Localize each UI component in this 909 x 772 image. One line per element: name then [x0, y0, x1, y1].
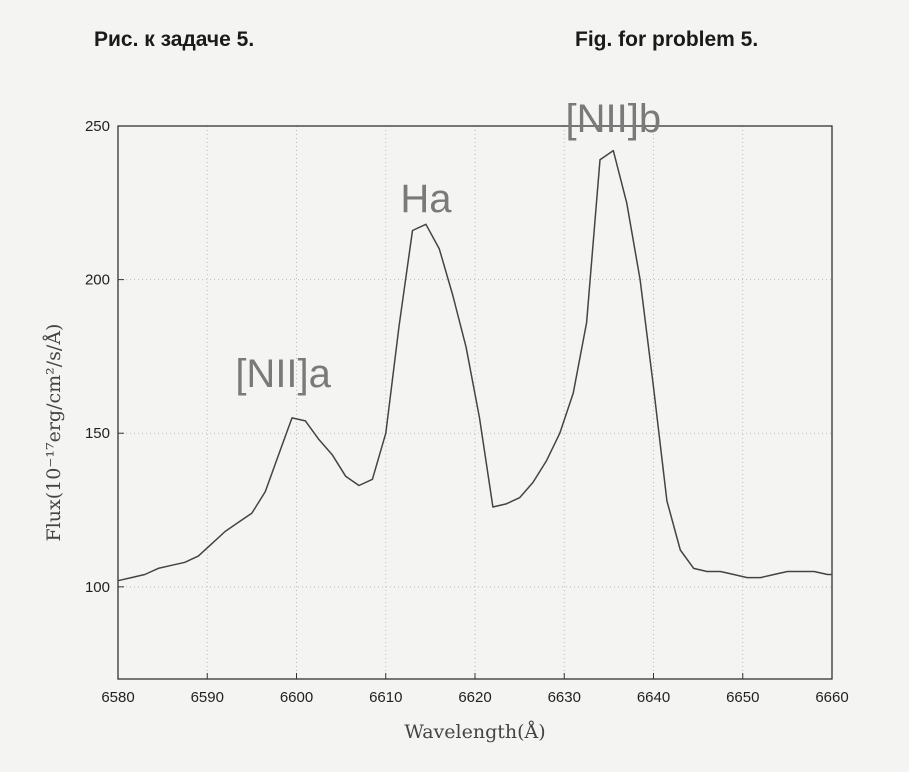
- y-tick-label: 200: [85, 272, 110, 289]
- x-tick-label: 6620: [458, 689, 491, 706]
- x-axis-title: Wavelength(Å): [404, 721, 545, 743]
- x-tick-labels: 6580 6590 6600 6610 6620 6630 6640 6650 6660: [101, 689, 848, 706]
- peak-label: Ha: [400, 177, 452, 221]
- x-tick-label: 6640: [637, 689, 670, 706]
- x-tick-label: 6580: [101, 689, 134, 706]
- peak-labels: [NII]a Ha [NII]b: [235, 97, 661, 396]
- y-axis-title: Flux(10⁻¹⁷erg/cm²/s/Å): [43, 324, 65, 542]
- y-tick-label: 100: [85, 579, 110, 596]
- peak-label: [NII]b: [566, 97, 662, 141]
- x-tick-label: 6600: [280, 689, 313, 706]
- y-tick-label: 250: [85, 118, 110, 135]
- caption-russian: Рис. к задаче 5.: [94, 28, 255, 51]
- flux-line: [117, 149, 832, 582]
- x-tick-label: 6610: [369, 689, 402, 706]
- x-tick-label: 6590: [191, 689, 224, 706]
- x-tick-label: 6650: [726, 689, 759, 706]
- y-tick-label: 150: [85, 425, 110, 442]
- x-tick-label: 6660: [815, 689, 848, 706]
- y-tick-labels: 100 150 200 250: [85, 118, 110, 596]
- peak-label: [NII]a: [235, 352, 331, 396]
- x-tick-label: 6630: [548, 689, 581, 706]
- tick-marks: [117, 125, 833, 679]
- caption-english: Fig. for problem 5.: [575, 28, 759, 51]
- grid-lines: [118, 126, 832, 679]
